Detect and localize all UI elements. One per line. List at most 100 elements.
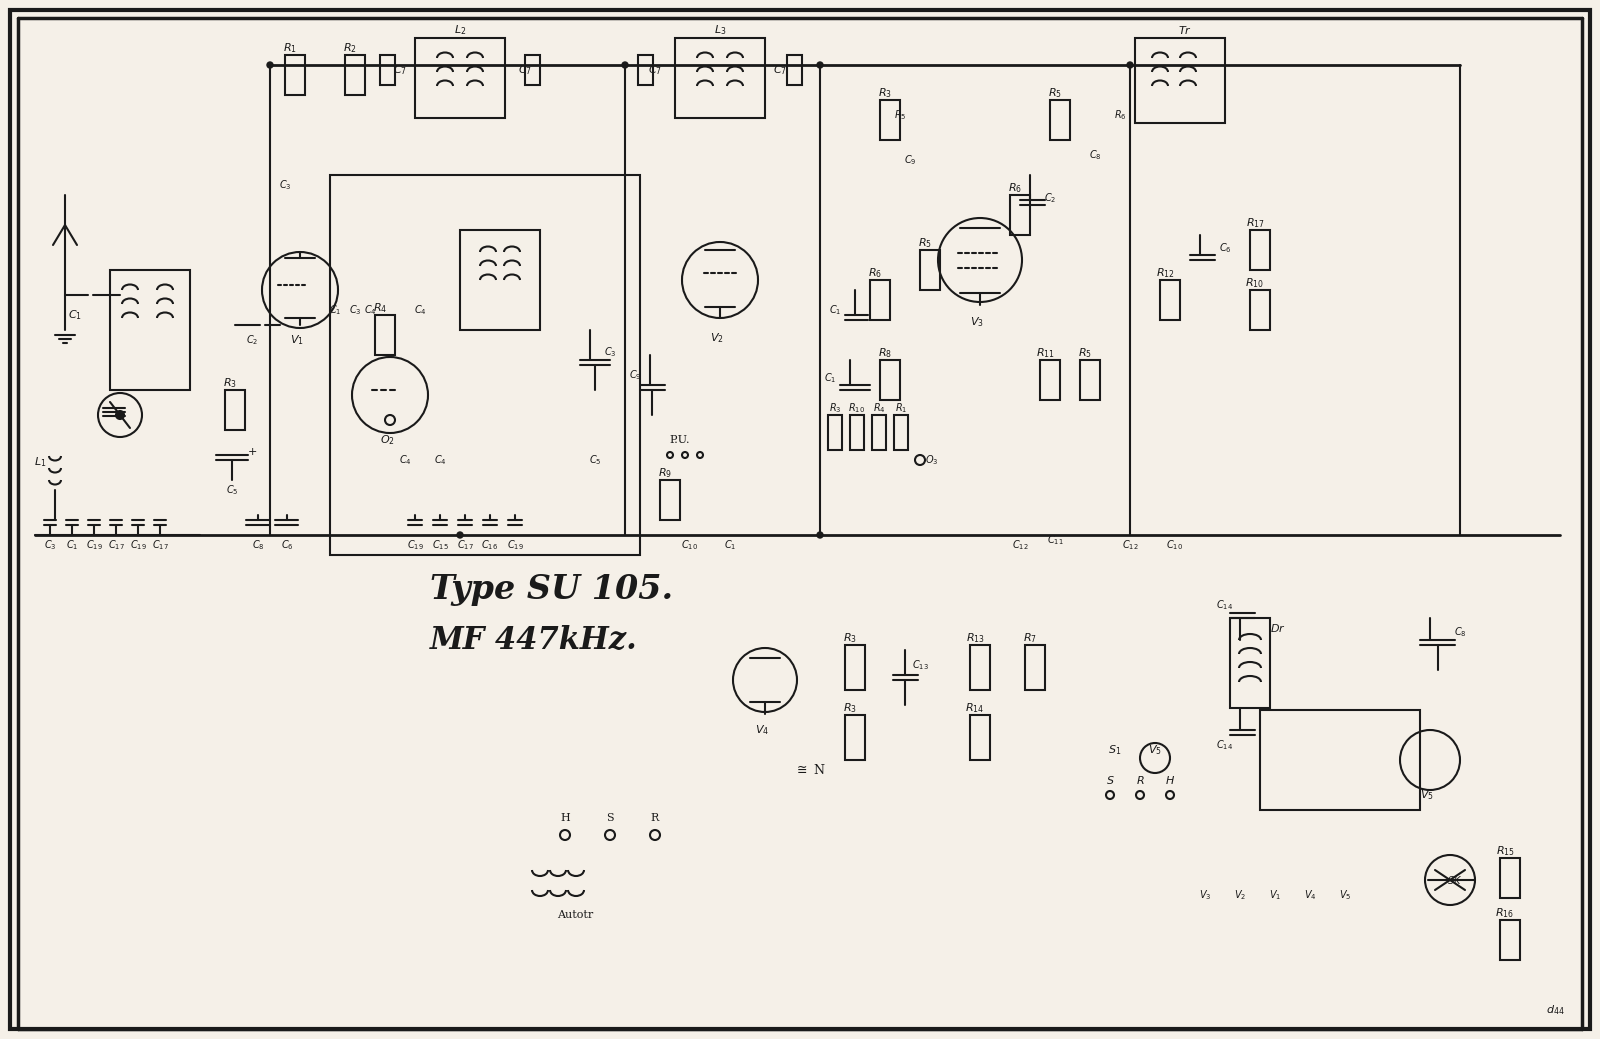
- Text: $C_{17}$: $C_{17}$: [456, 538, 474, 552]
- Text: $R_2$: $R_2$: [342, 42, 357, 55]
- Text: $C_6$: $C_6$: [280, 538, 293, 552]
- Text: $C_8$: $C_8$: [1454, 625, 1466, 639]
- Circle shape: [458, 532, 462, 538]
- Text: $C_7$: $C_7$: [648, 63, 662, 77]
- Bar: [1501, 858, 1520, 898]
- Text: $R_{16}$: $R_{16}$: [1496, 906, 1515, 920]
- Text: $V_4$: $V_4$: [1304, 888, 1317, 902]
- Circle shape: [117, 411, 125, 419]
- Text: $V_2$: $V_2$: [1234, 888, 1246, 902]
- Bar: [1501, 920, 1520, 960]
- Text: $R_6$: $R_6$: [867, 266, 882, 279]
- Text: $V_3$: $V_3$: [1198, 888, 1211, 902]
- Bar: [1050, 100, 1070, 140]
- Bar: [661, 480, 680, 520]
- Text: $O_2$: $O_2$: [379, 433, 395, 447]
- Text: $S_1$: $S_1$: [1109, 743, 1122, 756]
- Text: $C_{12}$: $C_{12}$: [1011, 538, 1029, 552]
- Bar: [1040, 359, 1059, 400]
- Bar: [374, 315, 395, 355]
- Bar: [675, 38, 765, 118]
- Text: $R_{14}$: $R_{14}$: [965, 701, 984, 715]
- Text: $C_{13}$: $C_{13}$: [912, 658, 928, 672]
- Text: Autotr: Autotr: [557, 910, 594, 920]
- Text: $L_1$: $L_1$: [34, 455, 46, 469]
- Bar: [1230, 618, 1270, 708]
- Circle shape: [818, 532, 822, 538]
- Text: $R_{11}$: $R_{11}$: [1035, 346, 1054, 359]
- Bar: [970, 645, 990, 690]
- Bar: [330, 175, 640, 555]
- Text: $C_1$: $C_1$: [829, 303, 842, 317]
- Bar: [850, 415, 864, 450]
- Text: $C_4$: $C_4$: [414, 303, 426, 317]
- Text: $V_2$: $V_2$: [710, 331, 723, 345]
- Bar: [1010, 195, 1030, 235]
- Text: $C_7$: $C_7$: [773, 63, 787, 77]
- Text: $C_{10}$: $C_{10}$: [1166, 538, 1184, 552]
- Text: $R_7$: $R_7$: [1022, 631, 1037, 645]
- Circle shape: [267, 62, 274, 68]
- Bar: [110, 270, 190, 390]
- Text: $C_{4}$: $C_{4}$: [398, 453, 411, 467]
- Text: $R_6$: $R_6$: [1008, 181, 1022, 195]
- Bar: [461, 230, 541, 330]
- Text: $R_3$: $R_3$: [878, 86, 891, 100]
- Text: $S$: $S$: [1106, 774, 1114, 785]
- Text: $R$: $R$: [1136, 774, 1144, 785]
- Text: $V_3$: $V_3$: [970, 315, 984, 329]
- Text: $R_3$: $R_3$: [222, 376, 237, 390]
- Bar: [1026, 645, 1045, 690]
- Bar: [870, 279, 890, 320]
- Text: $C_{14}$: $C_{14}$: [1216, 738, 1234, 752]
- Text: $C_{19}$: $C_{19}$: [406, 538, 424, 552]
- Text: $V_4$: $V_4$: [755, 723, 770, 737]
- Text: $O_3$: $O_3$: [925, 453, 939, 467]
- Text: $C_4$: $C_4$: [363, 303, 376, 317]
- Text: $Tr$: $Tr$: [1178, 24, 1192, 36]
- Text: $C_{10}$: $C_{10}$: [682, 538, 699, 552]
- Text: $V_5$: $V_5$: [1421, 789, 1434, 802]
- Text: R: R: [651, 812, 659, 823]
- Text: $H$: $H$: [1165, 774, 1174, 785]
- Text: $\mathit{d}_{44}$: $\mathit{d}_{44}$: [1547, 1003, 1565, 1017]
- Text: MF 447kHz.: MF 447kHz.: [430, 624, 638, 656]
- Text: $R_{10}$: $R_{10}$: [1245, 276, 1264, 290]
- Text: $V_5$: $V_5$: [1149, 743, 1162, 756]
- Bar: [920, 250, 941, 290]
- Text: $C_1$: $C_1$: [66, 538, 78, 552]
- Text: $C_1$: $C_1$: [723, 538, 736, 552]
- Text: $C_{12}$: $C_{12}$: [1122, 538, 1138, 552]
- Text: $\cong$ N: $\cong$ N: [794, 763, 826, 777]
- Bar: [638, 55, 653, 85]
- Bar: [880, 100, 899, 140]
- Text: $R_{10}$: $R_{10}$: [848, 401, 866, 415]
- Text: $R_1$: $R_1$: [894, 401, 907, 415]
- Bar: [285, 55, 306, 95]
- Bar: [1134, 38, 1226, 123]
- Text: $V_1$: $V_1$: [290, 334, 304, 347]
- Text: $R_9$: $R_9$: [658, 467, 672, 480]
- Bar: [894, 415, 909, 450]
- Text: $C_9$: $C_9$: [629, 368, 642, 382]
- Text: $SK$: $SK$: [1448, 874, 1462, 886]
- Text: $R_5$: $R_5$: [894, 108, 906, 122]
- Text: $R_3$: $R_3$: [829, 401, 842, 415]
- Text: $C_{17}$: $C_{17}$: [107, 538, 125, 552]
- Text: $C_7$: $C_7$: [394, 63, 406, 77]
- Text: $R_3$: $R_3$: [843, 631, 858, 645]
- Text: $R_4$: $R_4$: [872, 401, 885, 415]
- Circle shape: [1126, 62, 1133, 68]
- Text: $C_7$: $C_7$: [518, 63, 533, 77]
- Text: H: H: [560, 812, 570, 823]
- Text: $R_6$: $R_6$: [1114, 108, 1126, 122]
- Text: $C_5$: $C_5$: [589, 453, 602, 467]
- Text: P.U.: P.U.: [670, 435, 690, 445]
- Text: Type SU 105.: Type SU 105.: [430, 574, 674, 607]
- Text: S: S: [606, 812, 614, 823]
- Text: $C_1$: $C_1$: [67, 309, 82, 322]
- Bar: [525, 55, 541, 85]
- Text: $R_5$: $R_5$: [918, 236, 931, 250]
- Text: $C_2$: $C_2$: [246, 334, 258, 347]
- Text: $C_3$: $C_3$: [278, 178, 291, 192]
